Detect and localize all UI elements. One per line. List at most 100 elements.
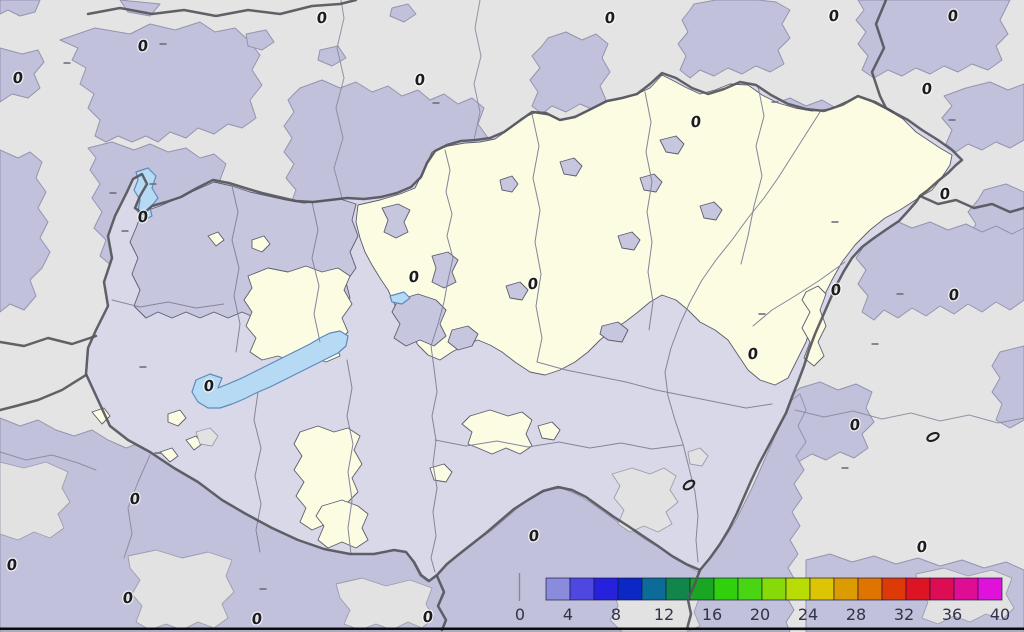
contour-region-cream — [167, 409, 187, 427]
contour-region — [941, 81, 1024, 153]
contour-region — [317, 45, 347, 67]
legend-cell — [833, 577, 859, 601]
legend-tick-label: 28 — [846, 605, 866, 624]
legend-tick-label: 4 — [563, 605, 573, 624]
contour-region — [529, 31, 611, 115]
contour-region-cream — [251, 235, 271, 253]
foreign-region-line — [794, 409, 1024, 424]
borders-over-legend — [435, 568, 702, 632]
contour-region — [639, 173, 663, 193]
legend-tick-label: 16 — [702, 605, 722, 624]
contour-region-cream — [91, 407, 111, 425]
contour-region-cream — [801, 285, 827, 367]
legend-cell — [809, 577, 835, 601]
contour-region-cream — [159, 447, 179, 463]
contour-zero-label: 0 — [251, 609, 264, 628]
contour-zero-label: 0 — [916, 537, 929, 556]
danube-line — [430, 149, 454, 573]
legend-cell — [881, 577, 907, 601]
legend-cell — [665, 577, 691, 601]
county-line — [531, 113, 543, 363]
foreign-border — [0, 334, 98, 348]
contour-ring — [682, 479, 696, 491]
contour-zero-label: 0 — [316, 8, 329, 27]
contour-zero-label: 0 — [830, 280, 843, 299]
contour-zero-label: 0 — [828, 6, 841, 25]
county-line — [231, 185, 241, 353]
contour-zero-label: 0 — [137, 36, 150, 55]
contour-region-cream — [461, 409, 533, 455]
county-line — [346, 359, 354, 555]
county-line — [253, 391, 262, 553]
contour-zero-label: 0 — [921, 79, 934, 98]
contour-zero-label: 0 — [408, 267, 421, 286]
contour-region — [699, 201, 723, 221]
contour-zero-label: 0 — [947, 6, 960, 25]
contour-region — [659, 135, 685, 155]
contour-zero-label: 0 — [203, 376, 216, 395]
county-boundaries — [0, 0, 1024, 573]
contour-region — [0, 149, 51, 313]
tiny-contour-rings — [682, 432, 940, 491]
legend-cell — [953, 577, 979, 601]
contour-zero-label: 0 — [747, 344, 760, 363]
contour-region — [991, 345, 1024, 429]
foreign-region-line — [123, 454, 151, 559]
foreign-region-line — [0, 451, 97, 471]
country-borders — [0, 0, 1024, 583]
legend-tick-label: 0 — [515, 605, 525, 624]
map-frame-bottom-line — [0, 627, 1024, 631]
contour-ring — [926, 432, 940, 442]
legend-tick-label: 20 — [750, 605, 770, 624]
legend-cell — [569, 577, 595, 601]
legend-tick-label: 24 — [798, 605, 818, 624]
legend-cell — [617, 577, 643, 601]
county-line — [752, 261, 846, 327]
foreign-border — [0, 373, 88, 412]
legend-tick-label: 12 — [654, 605, 674, 624]
contour-region — [381, 203, 411, 239]
contour-zero-label: 0 — [414, 70, 427, 89]
contour-zero-label: 0 — [849, 415, 862, 434]
tisza-line — [664, 111, 821, 563]
county-line — [311, 201, 321, 343]
contour-region — [505, 281, 529, 301]
contour-region — [499, 175, 519, 193]
ferto-lake — [133, 167, 159, 221]
legend-tick-label: 8 — [611, 605, 621, 624]
legend-cell — [713, 577, 739, 601]
legend-cell — [977, 577, 1003, 601]
county-line — [434, 439, 684, 450]
foreign-border — [918, 194, 1024, 214]
county-line — [644, 91, 654, 331]
contour-region — [447, 325, 479, 351]
contour-region — [677, 0, 791, 79]
legend-cell — [857, 577, 883, 601]
legend-cell — [641, 577, 667, 601]
county-line — [740, 85, 765, 265]
foreign-border — [86, 0, 358, 18]
contour-region — [617, 231, 641, 251]
station-dash-marks — [63, 43, 956, 590]
legend-cell — [593, 577, 619, 601]
county-line — [111, 299, 225, 309]
county-line — [536, 361, 773, 409]
legend-cell — [761, 577, 787, 601]
legend-cell — [929, 577, 955, 601]
contour-region-cream — [315, 499, 369, 549]
contour-zero-label: 0 — [122, 588, 135, 607]
contour-region — [0, 0, 41, 17]
legend-cell — [785, 577, 811, 601]
foreign-region-line — [473, 0, 482, 141]
contour-labels: 0 0 0 0 0 0 0 0 0 0 0 0 0 0 0 0 0 0 0 0 0 0 0 0 0 — [4, 5, 961, 630]
foreign-region-line — [333, 0, 345, 199]
contour-zero-label: 0 — [6, 555, 19, 574]
contour-zero-label: 0 — [137, 207, 150, 226]
contour-region — [245, 29, 275, 51]
contour-region — [59, 21, 263, 143]
contour-region-gray — [0, 461, 71, 541]
contour-region-gray — [687, 447, 709, 467]
balaton-lake — [191, 330, 349, 409]
